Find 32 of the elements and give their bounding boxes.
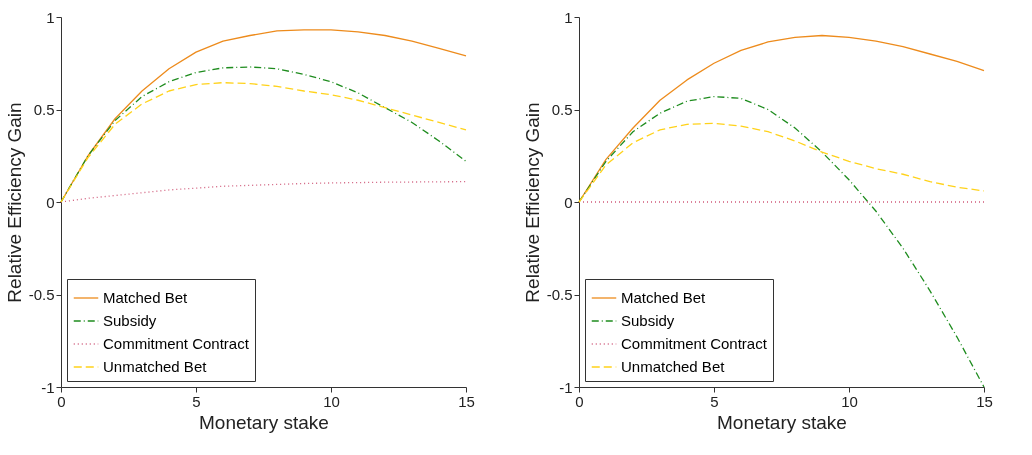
line-series (60, 181, 467, 203)
y-axis-title: Relative Efficiency Gain (521, 102, 543, 303)
x-tick-label: 15 (976, 392, 993, 410)
x-tick-label: 0 (575, 392, 584, 410)
y-tick-label: -1 (41, 378, 55, 396)
y-tick-label: 0.5 (33, 101, 55, 118)
y-tick-label: 1 (564, 8, 573, 26)
line-series (578, 122, 985, 203)
x-tick-label: 5 (710, 392, 719, 410)
legend-label: Subsidy (103, 312, 157, 329)
y-tick-label: 0 (564, 193, 573, 211)
legend-label: Commitment Contract (103, 335, 250, 352)
x-tick-label: 10 (323, 392, 340, 410)
legend-label: Unmatched Bet (621, 358, 726, 375)
x-tick-label: 15 (458, 392, 475, 410)
y-tick-label: 1 (46, 8, 55, 26)
legend-label: Subsidy (621, 312, 675, 329)
x-tick-label: 10 (841, 392, 858, 410)
x-axis-title: Monetary stake (717, 411, 847, 433)
x-tick-label: 5 (192, 392, 201, 410)
y-tick-label: 0 (46, 193, 55, 211)
legend-label: Commitment Contract (621, 335, 768, 352)
x-tick-label: 0 (57, 392, 66, 410)
y-axis-title: Relative Efficiency Gain (3, 102, 25, 303)
y-tick-label: 0.5 (551, 101, 573, 118)
legend-label: Matched Bet (103, 289, 189, 306)
legend-label: Matched Bet (621, 289, 707, 306)
x-axis-title: Monetary stake (199, 411, 329, 433)
y-tick-label: -0.5 (546, 286, 573, 303)
legend-label: Unmatched Bet (103, 358, 208, 375)
y-tick-label: -0.5 (28, 286, 55, 303)
y-tick-label: -1 (559, 378, 573, 396)
